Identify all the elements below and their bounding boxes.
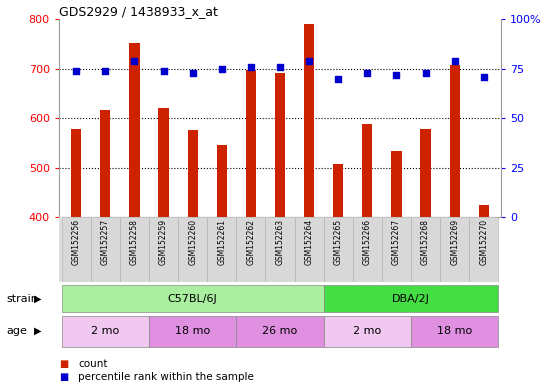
Point	[392, 71, 401, 78]
Text: percentile rank within the sample: percentile rank within the sample	[78, 372, 254, 382]
Point	[479, 73, 488, 79]
Text: GSM152259: GSM152259	[159, 219, 168, 265]
Text: GSM152261: GSM152261	[217, 219, 226, 265]
Text: GSM152263: GSM152263	[276, 219, 284, 265]
Bar	[120, 217, 149, 282]
Text: 26 mo: 26 mo	[263, 326, 297, 336]
Point	[363, 70, 372, 76]
Text: 18 mo: 18 mo	[175, 326, 211, 336]
Text: GSM152266: GSM152266	[363, 219, 372, 265]
Point	[101, 68, 110, 74]
Bar	[304, 24, 314, 217]
Bar	[421, 129, 431, 217]
Bar	[246, 70, 256, 217]
Bar	[100, 110, 110, 217]
Bar	[71, 129, 81, 217]
Text: GDS2929 / 1438933_x_at: GDS2929 / 1438933_x_at	[59, 5, 218, 18]
Text: ■: ■	[59, 359, 68, 369]
Bar	[62, 316, 149, 347]
Bar	[129, 43, 139, 217]
Bar	[149, 217, 178, 282]
Text: GSM152260: GSM152260	[188, 219, 197, 265]
Text: strain: strain	[7, 293, 39, 304]
Text: GSM152267: GSM152267	[392, 219, 401, 265]
Point	[450, 58, 459, 64]
Text: GSM152270: GSM152270	[479, 219, 488, 265]
Text: ▶: ▶	[34, 293, 42, 304]
Bar	[324, 316, 411, 347]
Bar	[324, 217, 353, 282]
Bar	[265, 217, 295, 282]
Point	[276, 64, 284, 70]
Bar	[362, 124, 372, 217]
Bar	[295, 217, 324, 282]
Point	[246, 64, 255, 70]
Bar	[149, 316, 236, 347]
Bar	[324, 285, 498, 313]
Text: age: age	[7, 326, 27, 336]
Bar	[469, 217, 498, 282]
Bar	[275, 73, 285, 217]
Text: DBA/2J: DBA/2J	[392, 293, 430, 304]
Text: 2 mo: 2 mo	[91, 326, 119, 336]
Bar	[450, 65, 460, 217]
Text: GSM152264: GSM152264	[305, 219, 314, 265]
Bar	[188, 130, 198, 217]
Text: 2 mo: 2 mo	[353, 326, 381, 336]
Point	[159, 68, 168, 74]
Bar	[353, 217, 382, 282]
Text: GSM152258: GSM152258	[130, 219, 139, 265]
Bar	[440, 217, 469, 282]
Bar	[411, 217, 440, 282]
Text: ■: ■	[59, 372, 68, 382]
Bar	[62, 285, 324, 313]
Point	[334, 76, 343, 82]
Bar	[178, 217, 207, 282]
Point	[188, 70, 197, 76]
Bar	[333, 164, 343, 217]
Point	[130, 58, 139, 64]
Text: 18 mo: 18 mo	[437, 326, 472, 336]
Text: GSM152262: GSM152262	[246, 219, 255, 265]
Bar	[158, 108, 169, 217]
Text: GSM152265: GSM152265	[334, 219, 343, 265]
Bar	[391, 151, 402, 217]
Bar	[382, 217, 411, 282]
Bar	[411, 316, 498, 347]
Bar	[91, 217, 120, 282]
Text: GSM152256: GSM152256	[72, 219, 81, 265]
Text: count: count	[78, 359, 108, 369]
Text: ▶: ▶	[34, 326, 42, 336]
Text: GSM152268: GSM152268	[421, 219, 430, 265]
Bar	[62, 217, 91, 282]
Bar	[236, 316, 324, 347]
Bar	[207, 217, 236, 282]
Point	[217, 66, 226, 72]
Bar	[236, 217, 265, 282]
Text: GSM152269: GSM152269	[450, 219, 459, 265]
Point	[305, 58, 314, 64]
Bar	[217, 145, 227, 217]
Text: C57BL/6J: C57BL/6J	[168, 293, 217, 304]
Point	[72, 68, 81, 74]
Text: GSM152257: GSM152257	[101, 219, 110, 265]
Bar	[479, 205, 489, 217]
Point	[421, 70, 430, 76]
